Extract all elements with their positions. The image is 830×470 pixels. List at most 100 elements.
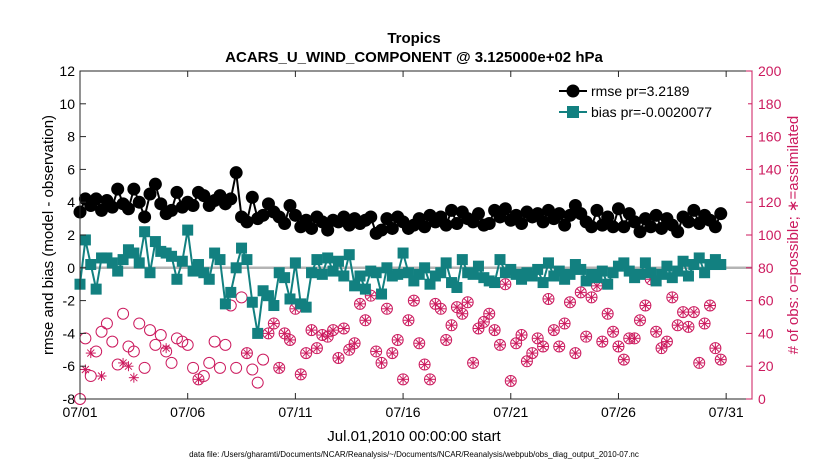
rmse-point (681, 215, 695, 229)
obs-assimilated-marker (301, 348, 312, 359)
bias-point (149, 236, 161, 248)
obs-possible-marker (95, 325, 108, 338)
rmse-point (138, 210, 152, 224)
bias-point (413, 268, 425, 280)
obs-assimilated-stroke (426, 375, 434, 384)
obs-assimilated-marker (338, 323, 349, 334)
rmse-point (471, 207, 485, 221)
bias-point (112, 265, 124, 277)
y-tick-label-left: 12 (59, 63, 75, 79)
obs-possible-marker (693, 356, 706, 369)
obs-possible-marker (515, 329, 528, 342)
obs-assimilated-marker (705, 300, 715, 311)
y-tick-label-right: 180 (758, 96, 782, 112)
rmse-point (633, 225, 647, 239)
bias-point (639, 257, 651, 269)
obs-possible-marker (354, 297, 366, 310)
obs-possible-marker (596, 335, 609, 348)
obs-assimilated-stroke (162, 344, 171, 353)
rmse-point (278, 217, 292, 231)
obs-assimilated-stroke (706, 301, 714, 310)
obs-assimilated-marker (451, 302, 462, 313)
obs-assimilated-marker (640, 300, 651, 311)
obs-assimilated-marker (683, 321, 694, 332)
obs-assimilated-marker (495, 339, 505, 350)
obs-assimilated-stroke (619, 355, 628, 364)
obs-assimilated-marker (425, 374, 435, 385)
bias-point (252, 327, 264, 339)
bias-layer (74, 224, 727, 339)
rmse-point (536, 215, 550, 229)
obs-assimilated-stroke (549, 326, 558, 334)
obs-possible-marker (370, 345, 383, 358)
obs-assimilated-marker (548, 325, 559, 336)
obs-possible-marker (682, 320, 695, 333)
rmse-point (649, 208, 663, 222)
bias-point (618, 257, 630, 269)
bias-point (661, 260, 673, 272)
obs-assimilated-marker (516, 330, 527, 341)
bias-point (607, 267, 619, 279)
rmse-point (563, 208, 577, 222)
obs-assimilated-stroke (523, 357, 531, 366)
bias-point (241, 254, 253, 266)
obs-assimilated-stroke (339, 324, 348, 333)
rmse-point (708, 220, 722, 234)
obs-assimilated-stroke (684, 322, 693, 331)
obs-assimilated-stroke (485, 309, 494, 318)
obs-possible-marker (569, 347, 582, 360)
y-tick-label-left: -2 (63, 293, 76, 309)
obs-possible-marker (154, 329, 167, 342)
obs-assimilated-marker (715, 354, 726, 365)
obs-assimilated-stroke (652, 327, 661, 336)
obs-assimilated-marker (349, 338, 360, 349)
legend-rmse-label: rmse pr=3.2189 (591, 83, 690, 99)
obs-assimilated-marker (613, 341, 624, 352)
rmse-point (552, 207, 566, 221)
obs-assimilated-marker (500, 279, 511, 290)
obs-assimilated-marker (118, 357, 129, 368)
bias-point (182, 224, 194, 236)
y-axis-label-right: # of obs: o=possible; ∗=assimilated (785, 116, 802, 355)
obs-assimilated-stroke (415, 339, 424, 348)
bias-point (279, 272, 291, 284)
obs-possible-marker (106, 335, 119, 348)
obs-assimilated-marker (505, 375, 516, 386)
bias-point (354, 270, 366, 282)
obs-possible-marker (90, 345, 103, 358)
rmse-point (240, 215, 254, 229)
obs-possible-marker (714, 353, 727, 366)
obs-assimilated-marker (285, 334, 295, 345)
bias-point (171, 273, 183, 285)
obs-possible-marker (348, 337, 361, 350)
bias-point (494, 254, 506, 266)
obs-possible-marker (634, 314, 646, 327)
rmse-point (224, 192, 238, 206)
x-axis-label: Jul.01,2010 00:00:00 start (327, 428, 501, 445)
obs-assimilated-marker (193, 374, 204, 385)
obs-assimilated-stroke (603, 309, 612, 318)
rmse-point (229, 166, 243, 180)
obs-assimilated-stroke (361, 316, 370, 325)
rmse-point (95, 203, 109, 217)
rmse-point (380, 212, 394, 226)
obs-assimilated-stroke (129, 373, 138, 382)
obs-possible-marker (504, 374, 517, 387)
bias-point (489, 277, 501, 289)
bias-point (349, 280, 361, 292)
obs-assimilated-stroke (641, 301, 650, 310)
obs-assimilated-stroke (119, 359, 127, 367)
obs-possible-marker (617, 353, 630, 366)
rmse-point (601, 210, 615, 224)
obs-assimilated-marker (344, 344, 355, 355)
bias-point (198, 267, 210, 279)
obs-assimilated-marker (699, 318, 710, 329)
y-tick-label-right: 160 (758, 129, 782, 145)
obs-assimilated-marker (554, 341, 565, 352)
bias-point (192, 259, 204, 271)
obs-assimilated-stroke (296, 370, 305, 379)
obs-assimilated-marker (478, 316, 489, 327)
obs-assimilated-marker (597, 336, 608, 347)
obs-assimilated-stroke (393, 336, 402, 344)
rmse-point (132, 195, 146, 209)
